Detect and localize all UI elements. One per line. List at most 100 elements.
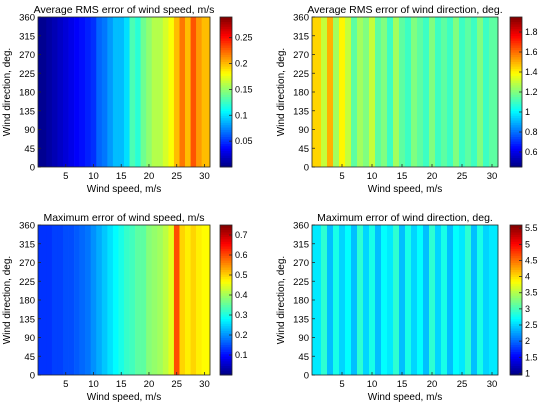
x-tick-label: 20: [427, 171, 438, 182]
heatmap-cell: [118, 17, 125, 167]
colorbar-segment: [220, 342, 232, 345]
colorbar-segment: [220, 262, 232, 266]
heatmap-cell: [459, 225, 466, 375]
colorbar-segment: [220, 24, 232, 27]
colorbar-tick-label: 2.5: [525, 320, 538, 330]
heatmap-cell: [477, 225, 484, 375]
heatmap-cell: [459, 17, 466, 167]
colorbar-tick-label: 0.4: [235, 290, 248, 300]
y-tick-label: 45: [298, 352, 309, 363]
colorbar-segment: [510, 117, 522, 121]
colorbar-segment: [220, 271, 232, 275]
x-tick-label: 20: [144, 171, 155, 182]
colorbar-segment: [510, 248, 522, 252]
colorbar-segment: [510, 33, 522, 37]
colorbar-tick-label: 1.6: [525, 47, 538, 57]
heatmap-cell: [351, 225, 358, 375]
colorbar-tick-label: 0.1: [235, 350, 248, 360]
colorbar-segment: [220, 321, 232, 324]
heatmap-cell: [190, 17, 197, 167]
colorbar-segment: [510, 229, 522, 233]
y-tick-label: 0: [30, 371, 35, 382]
colorbar-segment: [220, 47, 232, 51]
heatmap-cell: [423, 17, 430, 167]
colorbar-segment: [220, 61, 232, 65]
heatmap-cell: [101, 225, 108, 375]
colorbar-segment: [220, 246, 232, 249]
heatmap-cell: [196, 225, 202, 375]
colorbar-segment: [220, 370, 232, 374]
colorbar-segment: [220, 94, 232, 98]
y-tick-label: 225: [293, 69, 309, 80]
x-tick-label: 30: [199, 379, 210, 390]
heatmap-cell: [405, 225, 412, 375]
heatmap-cell: [107, 17, 114, 167]
colorbar-tick-label: 0.15: [235, 84, 253, 94]
heatmap-cell: [339, 225, 346, 375]
colorbar-segment: [220, 31, 232, 34]
colorbar-tick-label: 1: [525, 368, 530, 378]
colorbar-segment: [510, 143, 522, 147]
heatmap-cell: [447, 225, 454, 375]
colorbar-segment: [510, 127, 522, 130]
colorbar-segment: [510, 332, 522, 336]
x-tick-label: 5: [63, 171, 68, 182]
colorbar-segment: [220, 318, 232, 322]
x-tick-label: 10: [88, 171, 99, 182]
colorbar-segment: [220, 248, 232, 252]
colorbar-tick-label: 5.5: [525, 223, 538, 233]
colorbar-segment: [510, 155, 522, 159]
heatmap-cell: [79, 17, 86, 167]
colorbar-segment: [510, 106, 522, 109]
colorbar-tick-label: 1.4: [525, 67, 538, 77]
y-tick-label: 135: [19, 314, 35, 325]
colorbar-segment: [220, 82, 232, 86]
y-tick-label: 360: [293, 221, 309, 232]
colorbar-segment: [220, 344, 232, 348]
colorbar-segment: [510, 17, 522, 20]
heatmap-cell: [79, 225, 86, 375]
colorbar-segment: [510, 316, 522, 320]
colorbar-segment: [510, 358, 522, 362]
heatmap-cell: [173, 225, 180, 375]
y-tick-label: 0: [304, 163, 309, 174]
colorbar-segment: [220, 56, 232, 60]
colorbar-tick-label: 1: [525, 107, 530, 117]
x-tick-label: 5: [339, 171, 344, 182]
colorbar-segment: [510, 246, 522, 249]
colorbar-segment: [220, 131, 232, 135]
colorbar-segment: [510, 89, 522, 93]
y-tick-label: 315: [293, 31, 309, 42]
colorbar-segment: [220, 227, 232, 231]
colorbar-segment: [510, 162, 522, 166]
colorbar-tick-label: 5: [525, 239, 530, 249]
colorbar-segment: [220, 278, 232, 282]
heatmap-cell: [312, 225, 322, 375]
heatmap-panel-3: 5 10 15 20 25 30 0 45 90 135 180 225 270 315 360 Maximu…: [2, 212, 248, 403]
heatmap-cell: [162, 225, 169, 375]
x-tick-label: 25: [457, 379, 468, 390]
colorbar-segment: [510, 342, 522, 345]
colorbar-tick-label: 0.05: [235, 136, 253, 146]
y-tick-label: 90: [24, 125, 35, 136]
heatmap-cell: [140, 17, 147, 167]
y-tick-label: 270: [293, 258, 309, 269]
x-tick-label: 15: [397, 379, 408, 390]
colorbar-segment: [220, 148, 232, 151]
colorbar-segment: [510, 360, 522, 364]
colorbar-segment: [220, 54, 232, 58]
heatmap-panel-4: 5 10 15 20 25 3004590135180225270315360Maximu…: [276, 212, 538, 403]
heatmap-cell: [483, 17, 490, 167]
colorbar-segment: [510, 19, 522, 23]
colorbar-segment: [220, 225, 232, 228]
heatmap-cell: [483, 225, 490, 375]
x-tick-label: 30: [487, 379, 498, 390]
heatmap-cell: [90, 17, 97, 167]
colorbar-segment: [510, 56, 522, 60]
colorbar-segment: [510, 38, 522, 41]
colorbar-segment: [510, 101, 522, 105]
colorbar: 0.6 0.8 1 1.2 1.4 1.6 1.8: [509, 16, 538, 168]
heatmap-cell: [162, 17, 169, 167]
colorbar-segment: [510, 288, 522, 292]
colorbar-segment: [220, 122, 232, 126]
